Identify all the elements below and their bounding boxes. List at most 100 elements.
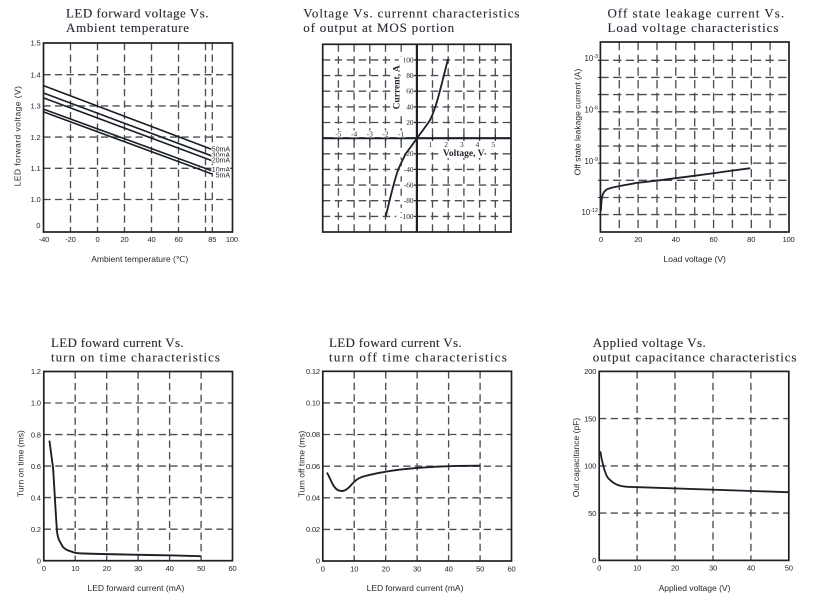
svg-text:85: 85 [208, 235, 216, 244]
svg-text:30: 30 [134, 564, 142, 573]
svg-text:20: 20 [671, 564, 679, 573]
svg-text:10-3: 10-3 [585, 54, 598, 63]
svg-text:LED forward voltage (V): LED forward voltage (V) [12, 86, 22, 187]
svg-text:Applied voltage Vs.: Applied voltage Vs. [593, 335, 707, 350]
svg-text:1: 1 [429, 140, 433, 149]
svg-text:Off state leakage current (A): Off state leakage current (A) [572, 69, 582, 176]
svg-text:LED foward current Vs.: LED foward current Vs. [329, 335, 462, 350]
svg-text:60: 60 [507, 564, 515, 573]
svg-text:100: 100 [782, 235, 794, 244]
svg-text:0.08: 0.08 [306, 430, 320, 439]
svg-text:10-12: 10-12 [582, 208, 598, 217]
svg-text:50: 50 [476, 564, 484, 573]
svg-text:20: 20 [382, 564, 390, 573]
svg-text:20: 20 [120, 235, 128, 244]
svg-text:0.04: 0.04 [306, 494, 320, 503]
svg-text:30: 30 [709, 564, 717, 573]
svg-text:0: 0 [597, 564, 601, 573]
svg-text:0.6: 0.6 [31, 462, 41, 471]
svg-text:LED foward current Vs.: LED foward current Vs. [51, 335, 184, 350]
svg-text:turn on time characteristics: turn on time characteristics [51, 350, 221, 365]
svg-text:0.8: 0.8 [31, 430, 41, 439]
svg-text:60: 60 [174, 235, 182, 244]
svg-text:1.2: 1.2 [31, 367, 41, 376]
svg-text:turn off time characteristics: turn off time characteristics [329, 350, 508, 365]
svg-text:0.10: 0.10 [306, 399, 320, 408]
svg-text:30mA: 30mA [212, 153, 231, 160]
svg-text:Voltage Vs. currennt character: Voltage Vs. currennt characteristics [303, 6, 520, 21]
svg-text:1.4: 1.4 [31, 70, 41, 79]
svg-text:40: 40 [747, 564, 755, 573]
svg-text:20: 20 [634, 235, 642, 244]
svg-text:0.4: 0.4 [31, 493, 41, 502]
svg-text:40: 40 [406, 102, 414, 111]
svg-text:1.1: 1.1 [31, 164, 41, 173]
svg-text:LED forward current (mA): LED forward current (mA) [367, 583, 464, 593]
svg-text:0: 0 [599, 235, 603, 244]
svg-text:0: 0 [592, 556, 596, 565]
svg-text:0.12: 0.12 [306, 367, 320, 376]
svg-text:of output at MOS portion: of output at MOS portion [303, 20, 455, 35]
svg-text:-20: -20 [404, 149, 414, 158]
svg-text:0: 0 [321, 564, 325, 573]
svg-text:-40: -40 [404, 165, 414, 174]
svg-text:1.5: 1.5 [31, 39, 41, 48]
svg-text:20: 20 [406, 118, 414, 127]
svg-text:Load voltage (V): Load voltage (V) [664, 254, 727, 264]
svg-text:-60: -60 [404, 181, 414, 190]
svg-text:80: 80 [406, 71, 414, 80]
svg-text:Turn on time (ms): Turn on time (ms) [15, 430, 25, 497]
svg-text:-20: -20 [65, 235, 75, 244]
svg-text:5: 5 [491, 140, 495, 149]
svg-text:-5: -5 [335, 130, 341, 139]
svg-text:3: 3 [460, 140, 464, 149]
svg-text:1.3: 1.3 [31, 102, 41, 111]
svg-text:LED forward current (mA): LED forward current (mA) [87, 583, 184, 593]
svg-text:60: 60 [406, 87, 414, 96]
svg-text:0: 0 [42, 564, 46, 573]
svg-text:50: 50 [785, 564, 793, 573]
svg-text:0: 0 [95, 235, 99, 244]
svg-text:50mA: 50mA [212, 147, 231, 154]
svg-text:Ambient temperature (℃): Ambient temperature (℃) [91, 254, 188, 264]
svg-text:Ambient temperature: Ambient temperature [66, 20, 190, 35]
svg-text:100: 100 [226, 235, 238, 244]
svg-text:0: 0 [37, 556, 41, 565]
svg-text:10: 10 [633, 564, 641, 573]
svg-text:Voltage, V: Voltage, V [443, 149, 485, 159]
svg-text:-4: -4 [351, 130, 357, 139]
svg-text:Off state leakage current Vs.: Off state leakage current Vs. [608, 6, 786, 21]
svg-text:-80: -80 [404, 196, 414, 205]
svg-text:200: 200 [584, 367, 596, 376]
svg-text:Turn off time (ms): Turn off time (ms) [297, 431, 307, 498]
svg-text:-1: -1 [398, 130, 404, 139]
svg-text:-100: -100 [400, 212, 414, 221]
svg-text:60: 60 [709, 235, 717, 244]
svg-text:2: 2 [444, 140, 448, 149]
svg-text:-2: -2 [382, 130, 388, 139]
svg-text:100: 100 [584, 462, 596, 471]
svg-text:40: 40 [445, 564, 453, 573]
svg-text:50: 50 [197, 564, 205, 573]
svg-text:Applied voltage (V): Applied voltage (V) [659, 583, 731, 593]
svg-text:LED forward voltage Vs.: LED forward voltage Vs. [66, 6, 209, 21]
svg-text:0.06: 0.06 [306, 462, 320, 471]
svg-text:10: 10 [71, 564, 79, 573]
svg-text:1.2: 1.2 [31, 133, 41, 142]
svg-text:10-6: 10-6 [585, 105, 598, 114]
svg-text:-3: -3 [367, 130, 373, 139]
svg-text:0: 0 [316, 557, 320, 566]
svg-text:10-9: 10-9 [585, 157, 598, 166]
svg-text:40: 40 [166, 564, 174, 573]
svg-text:20mA: 20mA [212, 158, 231, 165]
svg-text:0.02: 0.02 [306, 525, 320, 534]
svg-text:10mA: 10mA [212, 167, 231, 174]
svg-text:Load voltage characteristics: Load voltage characteristics [608, 20, 780, 35]
svg-text:-40: -40 [39, 235, 49, 244]
svg-text:0: 0 [36, 221, 40, 230]
svg-text:1.0: 1.0 [31, 399, 41, 408]
svg-text:40: 40 [147, 235, 155, 244]
svg-text:output capacitance characteris: output capacitance characteristics [593, 350, 798, 365]
svg-text:Out capacitance (pF): Out capacitance (pF) [571, 418, 581, 498]
svg-text:80: 80 [747, 235, 755, 244]
